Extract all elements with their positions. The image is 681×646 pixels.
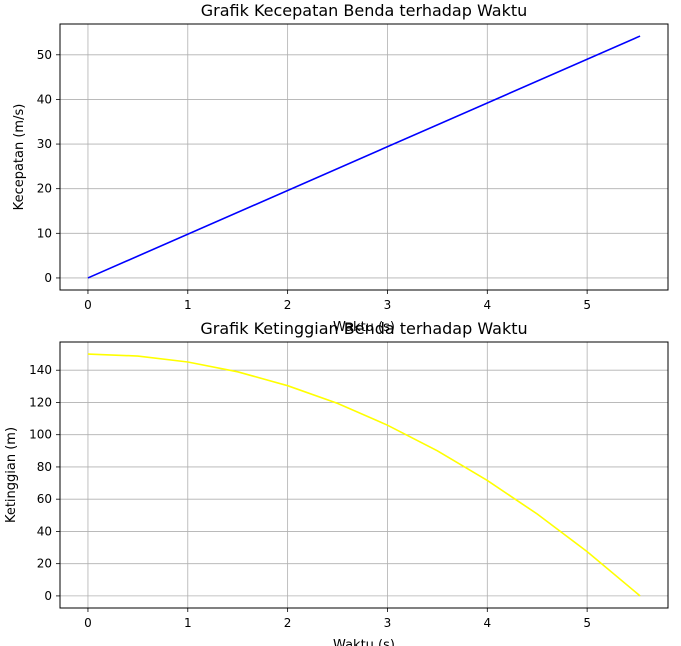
- height-chart-y-tick-label: 100: [29, 428, 52, 442]
- height-chart-x-tick-label: 0: [84, 616, 92, 630]
- velocity-chart-x-tick-label: 2: [284, 298, 292, 312]
- height-chart: Grafik Ketinggian Benda terhadap Waktu 0…: [4, 319, 669, 646]
- height-chart-series: [87, 353, 641, 597]
- height-chart-x-tick-label: 5: [583, 616, 591, 630]
- velocity-chart: Grafik Kecepatan Benda terhadap Waktu 0 1…: [12, 1, 669, 335]
- height-chart-y-tick-label: 120: [29, 395, 52, 409]
- velocity-chart-series: [87, 35, 641, 279]
- height-chart-y-label: Ketinggian (m): [4, 427, 19, 523]
- height-chart-x-ticks: 0 1 2 3 4 5: [84, 608, 591, 630]
- velocity-chart-grid: [60, 24, 668, 290]
- velocity-chart-y-tick-label: 40: [37, 92, 52, 106]
- height-chart-y-tick-label: 40: [37, 524, 52, 538]
- velocity-chart-x-tick-label: 1: [184, 298, 192, 312]
- velocity-chart-x-label: Waktu (s): [333, 320, 395, 335]
- velocity-chart-title: Grafik Kecepatan Benda terhadap Waktu: [201, 1, 528, 20]
- height-chart-y-tick-label: 0: [44, 589, 52, 603]
- height-chart-x-label: Waktu (s): [333, 638, 395, 646]
- height-chart-title: Grafik Ketinggian Benda terhadap Waktu: [200, 319, 527, 338]
- height-chart-y-tick-label: 20: [37, 557, 52, 571]
- height-chart-y-tick-label: 140: [29, 363, 52, 377]
- velocity-chart-y-label: Kecepatan (m/s): [12, 104, 27, 211]
- velocity-chart-plot-frame: [59, 23, 669, 291]
- height-chart-y-ticks: 0 20 40 60 80 100 120 140: [29, 363, 60, 603]
- height-chart-plot-frame: [59, 341, 669, 609]
- velocity-chart-y-tick-label: 0: [44, 271, 52, 285]
- height-chart-y-tick-label: 80: [37, 460, 52, 474]
- velocity-chart-y-tick-label: 20: [37, 182, 52, 196]
- height-chart-y-tick-label: 60: [37, 492, 52, 506]
- height-chart-series-line: [87, 353, 641, 597]
- height-chart-x-tick-label: 1: [184, 616, 192, 630]
- velocity-chart-x-tick-label: 0: [84, 298, 92, 312]
- velocity-chart-x-tick-label: 4: [483, 298, 491, 312]
- velocity-chart-x-tick-label: 5: [583, 298, 591, 312]
- velocity-chart-y-ticks: 0 10 20 30 40 50: [37, 48, 60, 285]
- velocity-chart-x-ticks: 0 1 2 3 4 5: [84, 290, 591, 312]
- height-chart-grid: [60, 342, 668, 608]
- velocity-chart-series-line: [87, 35, 641, 279]
- height-chart-x-tick-label: 4: [483, 616, 491, 630]
- velocity-chart-x-tick-label: 3: [384, 298, 392, 312]
- height-chart-x-tick-label: 2: [284, 616, 292, 630]
- velocity-chart-y-tick-label: 10: [37, 226, 52, 240]
- velocity-chart-y-tick-label: 50: [37, 48, 52, 62]
- velocity-chart-y-tick-label: 30: [37, 137, 52, 151]
- height-chart-x-tick-label: 3: [384, 616, 392, 630]
